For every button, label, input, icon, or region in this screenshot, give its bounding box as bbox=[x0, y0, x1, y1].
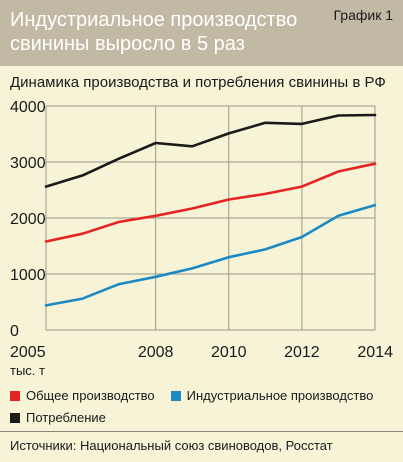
x-tick-label: 2005 bbox=[10, 344, 46, 361]
y-tick-label: 2000 bbox=[10, 211, 46, 228]
series-line bbox=[44, 162, 377, 243]
graph-number-label: График 1 bbox=[333, 7, 393, 23]
legend-item-total: Общее производство bbox=[10, 388, 155, 403]
legend-item-consumption: Потребление bbox=[10, 410, 106, 425]
legend-label-total: Общее производство bbox=[26, 388, 155, 403]
y-tick-label: 4000 bbox=[10, 99, 46, 116]
x-tick-label: 2012 bbox=[284, 344, 320, 361]
footer-divider bbox=[0, 431, 403, 432]
series-line bbox=[44, 203, 377, 307]
x-tick-label: 2010 bbox=[211, 344, 247, 361]
x-tick-label: 2014 bbox=[357, 344, 393, 361]
unit-label: тыс. т bbox=[10, 363, 45, 378]
y-tick-label: 0 bbox=[10, 323, 19, 340]
legend-item-industrial: Индустриальное производство bbox=[170, 388, 374, 403]
legend-swatch-total bbox=[10, 390, 20, 401]
legend-swatch-consumption bbox=[10, 412, 20, 423]
legend-label-industrial: Индустриальное производство bbox=[186, 388, 374, 403]
header-band: Индустриальное производство свинины выро… bbox=[0, 0, 403, 66]
legend-swatch-industrial bbox=[170, 390, 181, 401]
series-line bbox=[44, 113, 377, 188]
y-tick-label: 3000 bbox=[10, 155, 46, 172]
headline: Индустриальное производство свинины выро… bbox=[10, 9, 298, 55]
sources-note: Источники: Национальный союз свиноводов,… bbox=[10, 438, 333, 453]
legend-row-2: Потребление bbox=[10, 410, 122, 425]
legend-row-1: Общее производство Индустриальное произв… bbox=[10, 388, 389, 403]
legend-label-consumption: Потребление bbox=[26, 410, 106, 425]
y-tick-label: 1000 bbox=[10, 267, 46, 284]
chart-title: Динамика производства и потребления свин… bbox=[10, 74, 386, 91]
x-tick-label: 2008 bbox=[138, 344, 174, 361]
